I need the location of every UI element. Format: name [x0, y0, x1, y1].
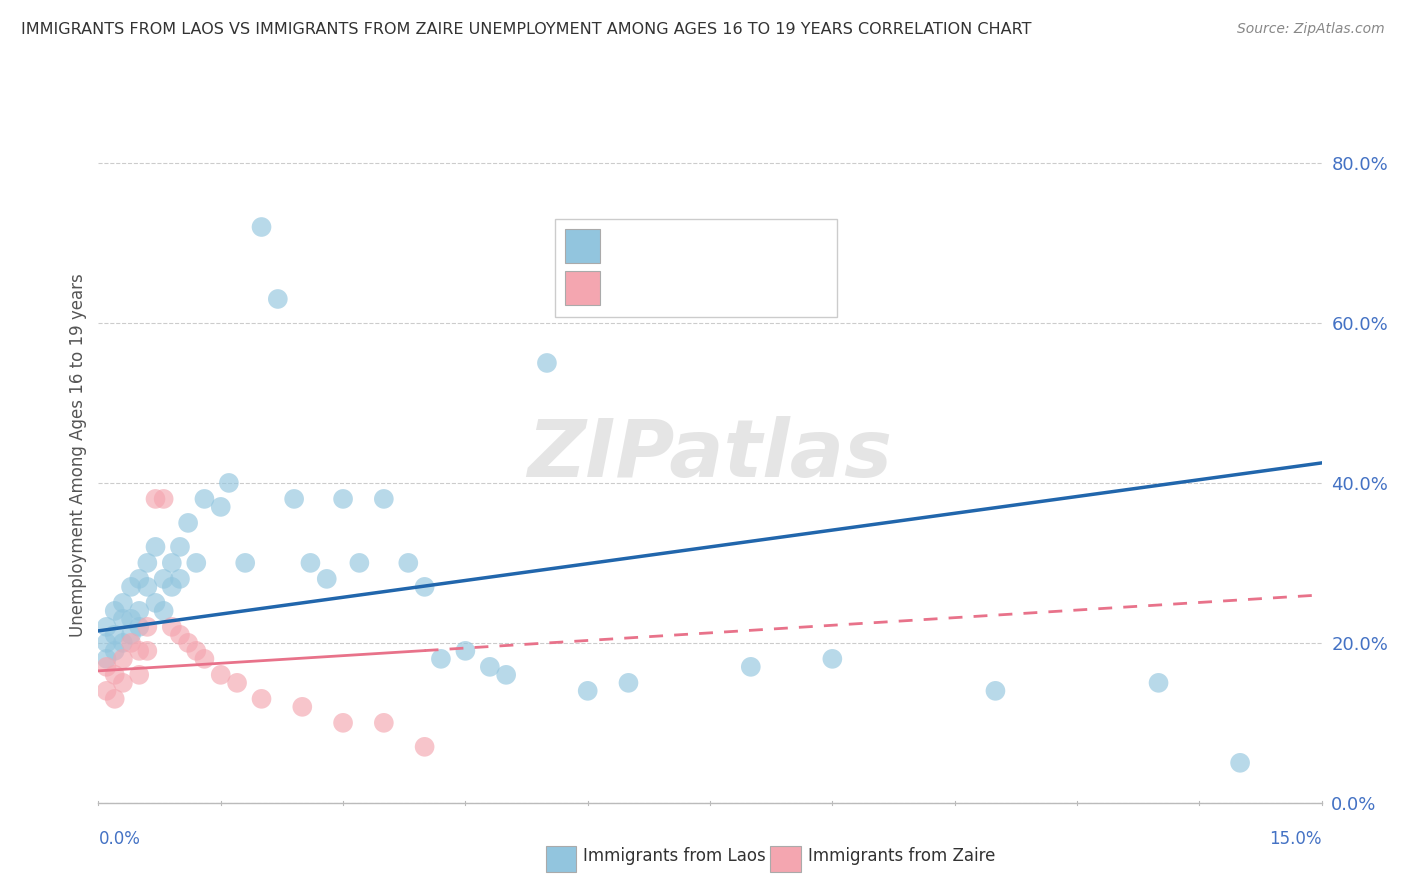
Point — [218, 475, 240, 490]
Point — [145, 596, 167, 610]
Point — [120, 612, 142, 626]
Point — [373, 715, 395, 730]
Point — [128, 604, 150, 618]
Point — [226, 676, 249, 690]
Point — [299, 556, 322, 570]
Point — [136, 620, 159, 634]
Point — [104, 628, 127, 642]
Point — [250, 219, 273, 234]
Point — [740, 660, 762, 674]
Point — [96, 660, 118, 674]
Point — [136, 644, 159, 658]
Point — [1229, 756, 1251, 770]
Point — [169, 540, 191, 554]
Text: ZIPatlas: ZIPatlas — [527, 416, 893, 494]
Point — [332, 491, 354, 506]
Point — [169, 572, 191, 586]
Point — [104, 668, 127, 682]
Point — [128, 668, 150, 682]
Point — [96, 636, 118, 650]
Point — [186, 644, 208, 658]
Point — [283, 491, 305, 506]
Point — [111, 612, 134, 626]
Text: R = 0.265: R = 0.265 — [614, 237, 704, 255]
Point — [128, 620, 150, 634]
Point — [315, 572, 337, 586]
Point — [152, 491, 174, 506]
Text: R = 0.144: R = 0.144 — [614, 279, 704, 297]
Point — [169, 628, 191, 642]
Point — [104, 691, 127, 706]
Point — [177, 516, 200, 530]
Point — [145, 491, 167, 506]
Point — [233, 556, 256, 570]
Point — [111, 652, 134, 666]
Point — [104, 644, 127, 658]
Point — [267, 292, 290, 306]
Point — [111, 676, 134, 690]
Point — [1147, 676, 1170, 690]
Point — [536, 356, 558, 370]
Point — [145, 540, 167, 554]
Point — [617, 676, 640, 690]
Point — [413, 580, 436, 594]
Point — [193, 491, 215, 506]
Text: 15.0%: 15.0% — [1270, 830, 1322, 847]
Point — [454, 644, 477, 658]
Text: N = 53: N = 53 — [720, 237, 783, 255]
Text: N = 25: N = 25 — [720, 279, 783, 297]
Text: 0.0%: 0.0% — [98, 830, 141, 847]
Point — [96, 652, 118, 666]
Point — [186, 556, 208, 570]
Text: Immigrants from Zaire: Immigrants from Zaire — [808, 847, 995, 865]
Text: IMMIGRANTS FROM LAOS VS IMMIGRANTS FROM ZAIRE UNEMPLOYMENT AMONG AGES 16 TO 19 Y: IMMIGRANTS FROM LAOS VS IMMIGRANTS FROM … — [21, 22, 1032, 37]
Point — [396, 556, 419, 570]
Point — [160, 556, 183, 570]
Point — [250, 691, 273, 706]
Point — [96, 683, 118, 698]
Point — [177, 636, 200, 650]
Point — [120, 580, 142, 594]
Point — [576, 683, 599, 698]
Point — [120, 628, 142, 642]
Point — [96, 620, 118, 634]
Text: Source: ZipAtlas.com: Source: ZipAtlas.com — [1237, 22, 1385, 37]
Point — [291, 699, 314, 714]
Point — [209, 500, 232, 514]
Point — [104, 604, 127, 618]
Point — [332, 715, 354, 730]
Point — [128, 572, 150, 586]
Point — [478, 660, 501, 674]
Point — [413, 739, 436, 754]
Y-axis label: Unemployment Among Ages 16 to 19 years: Unemployment Among Ages 16 to 19 years — [69, 273, 87, 637]
Point — [152, 572, 174, 586]
Point — [430, 652, 453, 666]
Point — [349, 556, 371, 570]
Point — [209, 668, 232, 682]
Point — [160, 580, 183, 594]
Point — [111, 596, 134, 610]
Point — [128, 644, 150, 658]
Point — [136, 556, 159, 570]
Point — [373, 491, 395, 506]
Point — [984, 683, 1007, 698]
Point — [136, 580, 159, 594]
Point — [120, 636, 142, 650]
Point — [152, 604, 174, 618]
Point — [111, 636, 134, 650]
Point — [495, 668, 517, 682]
Text: Immigrants from Laos: Immigrants from Laos — [583, 847, 766, 865]
Point — [193, 652, 215, 666]
Point — [160, 620, 183, 634]
Point — [821, 652, 844, 666]
